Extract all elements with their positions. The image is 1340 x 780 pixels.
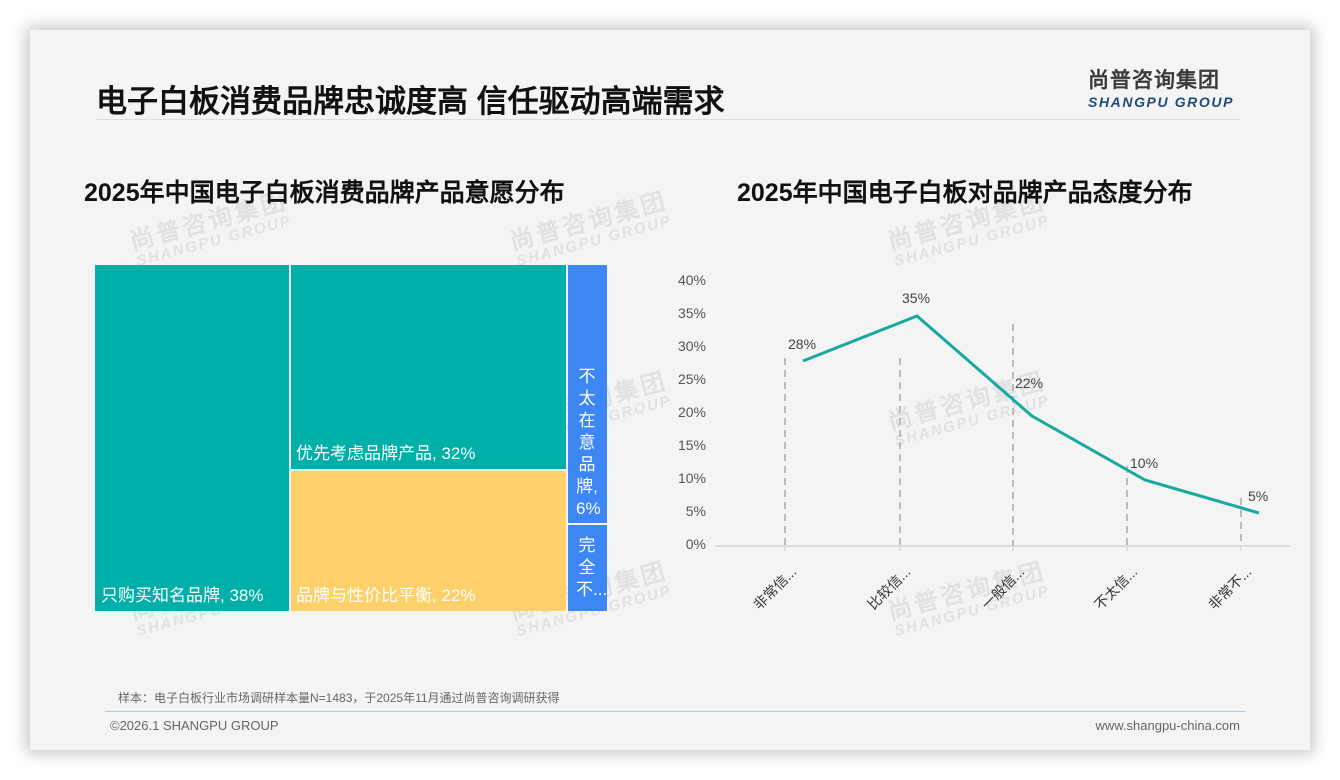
y-tick: 25% <box>677 371 706 387</box>
treemap-tile-not-at-all[interactable]: 完全不... <box>568 525 607 611</box>
y-tick: 0% <box>685 536 706 552</box>
treemap-tile-balance[interactable]: 品牌与性价比平衡, 22% <box>291 471 566 611</box>
title-divider <box>96 119 1240 120</box>
tile-label: 完全不... <box>576 536 607 599</box>
tile-label: 优先考虑品牌产品, 32% <box>296 444 476 463</box>
data-label: 35% <box>902 290 931 306</box>
treemap-tile-not-care[interactable]: 不太在意品牌, 6% <box>568 265 607 523</box>
sample-note: 样本：电子白板行业市场调研样本量N=1483，于2025年11月通过尚普咨询调研… <box>118 691 560 705</box>
y-tick: 10% <box>677 470 706 486</box>
tile-label: 不太在意品牌, 6% <box>576 367 601 518</box>
y-tick: 30% <box>677 338 706 354</box>
y-tick: 40% <box>677 272 706 288</box>
treemap-tile-prefer-brand[interactable]: 优先考虑品牌产品, 32% <box>291 265 566 469</box>
treemap-title: 2025年中国电子白板消费品牌产品意愿分布 <box>84 179 565 207</box>
data-label: 28% <box>788 336 817 352</box>
y-tick: 15% <box>677 437 706 453</box>
line-plot-area <box>715 314 1290 551</box>
data-label: 22% <box>1015 375 1044 391</box>
logo-cn: 尚普咨询集团 <box>1088 69 1220 92</box>
logo-en: SHANGPU GROUP <box>1088 94 1235 110</box>
data-label: 5% <box>1248 488 1269 504</box>
footer-copyright: ©2026.1 SHANGPU GROUP <box>110 718 279 733</box>
footer-divider <box>105 711 1245 712</box>
y-tick: 35% <box>677 305 706 321</box>
line-chart-title: 2025年中国电子白板对品牌产品态度分布 <box>737 179 1193 207</box>
line-chart: 40% 35% 30% 25% 20% 15% 10% 5% 0% 28% <box>660 270 1300 630</box>
y-tick: 5% <box>685 503 706 519</box>
footer-website: www.shangpu-china.com <box>1095 718 1240 733</box>
data-label: 10% <box>1130 455 1159 471</box>
slide: 电子白板消费品牌忠诚度高 信任驱动高端需求 尚普咨询集团 SHANGPU GRO… <box>30 30 1310 750</box>
y-tick: 20% <box>677 404 706 420</box>
company-logo: 尚普咨询集团 SHANGPU GROUP <box>1088 64 1234 110</box>
treemap-tile-brand-only[interactable]: 只购买知名品牌, 38% <box>95 265 289 611</box>
slide-title: 电子白板消费品牌忠诚度高 信任驱动高端需求 <box>96 84 725 119</box>
treemap-chart: 只购买知名品牌, 38% 优先考虑品牌产品, 32% 品牌与性价比平衡, 22%… <box>95 265 607 611</box>
tile-label: 只购买知名品牌, 38% <box>101 586 264 605</box>
series-line <box>802 314 1260 515</box>
tile-label: 品牌与性价比平衡, 22% <box>296 586 476 605</box>
